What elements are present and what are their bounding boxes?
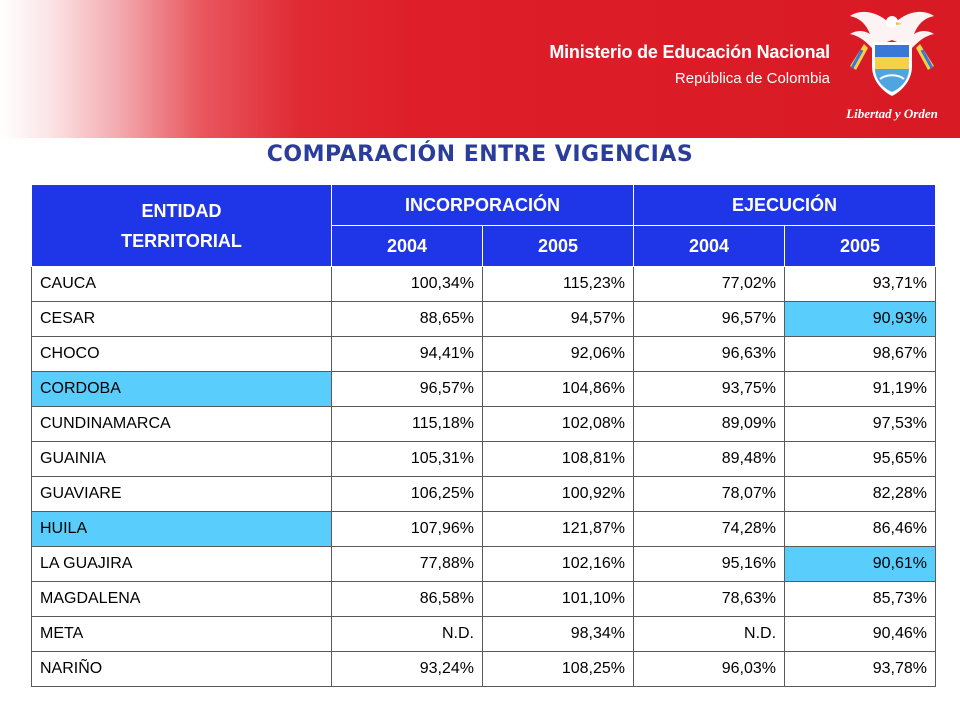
value-cell: 91,19% xyxy=(784,371,937,407)
table-row: CESAR 88,65% 94,57% 96,57% 90,93% xyxy=(31,301,937,337)
table-row: GUAINIA 105,31% 108,81% 89,48% 95,65% xyxy=(31,441,937,477)
entity-name-cell: CUNDINAMARCA xyxy=(31,406,332,442)
value-cell: 93,71% xyxy=(784,266,937,302)
value-cell: 92,06% xyxy=(481,336,635,372)
value-cell: 89,09% xyxy=(633,406,786,442)
value-cell: 115,23% xyxy=(481,266,635,302)
value-cell: 90,93% xyxy=(784,301,937,337)
entity-name-cell: NARIÑO xyxy=(31,651,332,687)
value-cell: 82,28% xyxy=(784,476,937,512)
value-cell: 94,57% xyxy=(481,301,635,337)
value-cell: 93,24% xyxy=(331,651,483,687)
comparison-table: ENTIDAD TERRITORIAL INCORPORACIÓN EJECUC… xyxy=(31,184,937,687)
value-cell: 86,46% xyxy=(784,511,937,547)
entity-name-cell: GUAINIA xyxy=(31,441,332,477)
table-row: NARIÑO 93,24% 108,25% 96,03% 93,78% xyxy=(31,651,937,687)
value-cell: 78,63% xyxy=(633,581,786,617)
entity-name-cell: LA GUAJIRA xyxy=(31,546,332,582)
value-cell: 96,57% xyxy=(633,301,786,337)
entity-name-cell: CESAR xyxy=(31,301,332,337)
colombia-coat-of-arms-icon xyxy=(850,11,934,96)
entity-name-cell: HUILA xyxy=(31,511,332,547)
value-cell: 77,88% xyxy=(331,546,483,582)
value-cell: 100,34% xyxy=(331,266,483,302)
value-cell: 108,81% xyxy=(481,441,635,477)
entity-name-cell: GUAVIARE xyxy=(31,476,332,512)
value-cell: 78,07% xyxy=(633,476,786,512)
value-cell: 102,16% xyxy=(481,546,635,582)
value-cell: 96,63% xyxy=(633,336,786,372)
table-row: GUAVIARE 106,25% 100,92% 78,07% 82,28% xyxy=(31,476,937,512)
value-cell: 90,61% xyxy=(784,546,937,582)
entity-name-cell: META xyxy=(31,616,332,652)
value-cell: 98,67% xyxy=(784,336,937,372)
value-cell: 93,78% xyxy=(784,651,937,687)
header-year: 2004 xyxy=(331,225,483,267)
page-title: COMPARACIÓN ENTRE VIGENCIAS xyxy=(266,142,694,167)
value-cell: 95,65% xyxy=(784,441,937,477)
value-cell: 96,03% xyxy=(633,651,786,687)
entity-name-cell: CORDOBA xyxy=(31,371,332,407)
value-cell: 100,92% xyxy=(481,476,635,512)
value-cell: 96,57% xyxy=(331,371,483,407)
entity-name-cell: MAGDALENA xyxy=(31,581,332,617)
table-row: CORDOBA 96,57% 104,86% 93,75% 91,19% xyxy=(31,371,937,407)
table-row: CUNDINAMARCA 115,18% 102,08% 89,09% 97,53% xyxy=(31,406,937,442)
value-cell: 86,58% xyxy=(331,581,483,617)
motto-text: Libertad y Orden xyxy=(846,106,938,121)
header-banner: Ministerio de Educación Nacional Repúbli… xyxy=(0,0,960,138)
entity-name-cell: CAUCA xyxy=(31,266,332,302)
table-row: CHOCO 94,41% 92,06% 96,63% 98,67% xyxy=(31,336,937,372)
table-row: MAGDALENA 86,58% 101,10% 78,63% 85,73% xyxy=(31,581,937,617)
table-row: HUILA 107,96% 121,87% 74,28% 86,46% xyxy=(31,511,937,547)
header-entity: ENTIDAD TERRITORIAL xyxy=(31,184,332,267)
value-cell: 101,10% xyxy=(481,581,635,617)
value-cell: 77,02% xyxy=(633,266,786,302)
value-cell: 94,41% xyxy=(331,336,483,372)
value-cell: 121,87% xyxy=(481,511,635,547)
value-cell: 95,16% xyxy=(633,546,786,582)
header-year: 2004 xyxy=(633,225,786,267)
value-cell: 74,28% xyxy=(633,511,786,547)
header-entity-line1: ENTIDAD xyxy=(141,200,222,221)
value-cell: 115,18% xyxy=(331,406,483,442)
header-ejecucion: EJECUCIÓN xyxy=(633,184,937,226)
value-cell: 105,31% xyxy=(331,441,483,477)
table-row: CAUCA 100,34% 115,23% 77,02% 93,71% xyxy=(31,266,937,302)
value-cell: 90,46% xyxy=(784,616,937,652)
value-cell: 93,75% xyxy=(633,371,786,407)
table-row: META N.D. 98,34% N.D. 90,46% xyxy=(31,616,937,652)
value-cell: 107,96% xyxy=(331,511,483,547)
header-year: 2005 xyxy=(481,225,635,267)
table-row: LA GUAJIRA 77,88% 102,16% 95,16% 90,61% xyxy=(31,546,937,582)
value-cell: N.D. xyxy=(331,616,483,652)
value-cell: 102,08% xyxy=(481,406,635,442)
value-cell: 98,34% xyxy=(481,616,635,652)
header-entity-line2: TERRITORIAL xyxy=(121,230,242,251)
value-cell: 89,48% xyxy=(633,441,786,477)
value-cell: 85,73% xyxy=(784,581,937,617)
country-name: República de Colombia xyxy=(674,70,830,87)
value-cell: 97,53% xyxy=(784,406,937,442)
header-incorporacion: INCORPORACIÓN xyxy=(330,184,635,226)
ministry-name: Ministerio de Educación Nacional xyxy=(549,42,830,62)
header-year: 2005 xyxy=(784,225,937,267)
value-cell: 104,86% xyxy=(481,371,635,407)
value-cell: 108,25% xyxy=(481,651,635,687)
value-cell: N.D. xyxy=(633,616,786,652)
value-cell: 106,25% xyxy=(331,476,483,512)
entity-name-cell: CHOCO xyxy=(31,336,332,372)
table-body: CAUCA 100,34% 115,23% 77,02% 93,71% CESAR 88,6… xyxy=(31,266,937,687)
value-cell: 88,65% xyxy=(331,301,483,337)
